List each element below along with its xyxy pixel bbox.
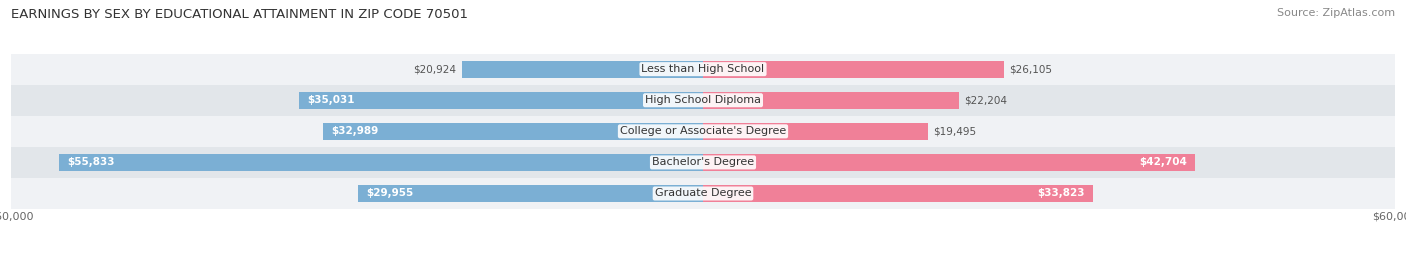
Text: Bachelor's Degree: Bachelor's Degree bbox=[652, 157, 754, 168]
Text: $26,105: $26,105 bbox=[1010, 64, 1053, 74]
Bar bbox=[357, 185, 703, 202]
Bar bbox=[703, 154, 1195, 171]
Bar bbox=[703, 185, 1092, 202]
Text: $20,924: $20,924 bbox=[413, 64, 456, 74]
Text: $33,823: $33,823 bbox=[1038, 188, 1084, 199]
Bar bbox=[11, 85, 1395, 116]
Text: $35,031: $35,031 bbox=[308, 95, 354, 105]
Text: High School Diploma: High School Diploma bbox=[645, 95, 761, 105]
Text: $42,704: $42,704 bbox=[1139, 157, 1187, 168]
Bar bbox=[59, 154, 703, 171]
Bar bbox=[299, 92, 703, 109]
Text: $32,989: $32,989 bbox=[330, 126, 378, 136]
Text: Graduate Degree: Graduate Degree bbox=[655, 188, 751, 199]
Text: $29,955: $29,955 bbox=[366, 188, 413, 199]
Bar bbox=[11, 147, 1395, 178]
Bar bbox=[703, 92, 959, 109]
Text: Less than High School: Less than High School bbox=[641, 64, 765, 74]
Bar bbox=[461, 61, 703, 78]
Text: $55,833: $55,833 bbox=[67, 157, 115, 168]
Text: Source: ZipAtlas.com: Source: ZipAtlas.com bbox=[1277, 8, 1395, 18]
Bar bbox=[11, 178, 1395, 209]
Text: College or Associate's Degree: College or Associate's Degree bbox=[620, 126, 786, 136]
Text: EARNINGS BY SEX BY EDUCATIONAL ATTAINMENT IN ZIP CODE 70501: EARNINGS BY SEX BY EDUCATIONAL ATTAINMEN… bbox=[11, 8, 468, 21]
Bar bbox=[703, 61, 1004, 78]
Bar bbox=[11, 54, 1395, 85]
Bar bbox=[322, 123, 703, 140]
Bar bbox=[11, 116, 1395, 147]
Bar bbox=[703, 123, 928, 140]
Text: $19,495: $19,495 bbox=[934, 126, 976, 136]
Text: $22,204: $22,204 bbox=[965, 95, 1008, 105]
